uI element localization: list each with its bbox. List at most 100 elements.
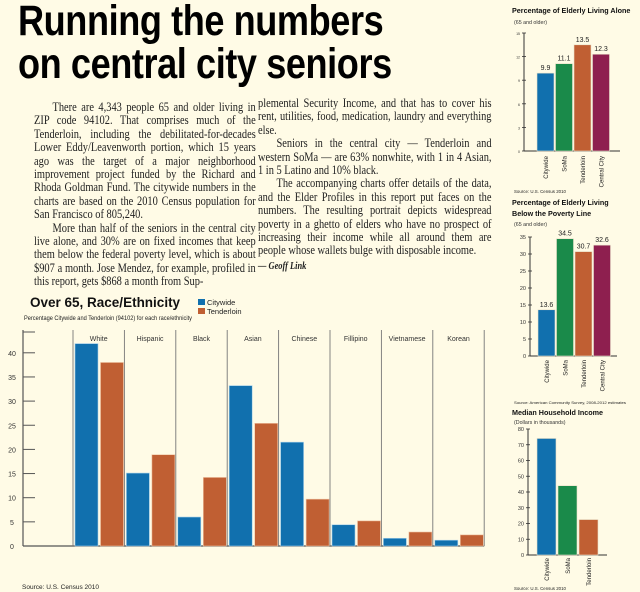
- category-label: Central City: [601, 360, 607, 391]
- y-tick-label: 0: [10, 544, 14, 551]
- category-label: SoMa: [563, 155, 569, 171]
- y-tick-label: 35: [520, 235, 526, 241]
- category-label: Korean: [447, 336, 470, 343]
- y-tick-label: 40: [8, 351, 16, 358]
- bar-citywide-chinese: [280, 441, 304, 547]
- chart-source: Source: U.S. Census 2010: [22, 584, 99, 591]
- data-label: 13.6: [540, 302, 554, 309]
- bar-soma: [557, 485, 578, 556]
- bar-central-city: [592, 53, 610, 152]
- chart-title: Over 65, Race/Ethnicity: [30, 295, 181, 310]
- category-label: Fillipino: [344, 336, 368, 343]
- bar-central-city: [593, 244, 611, 357]
- bar-tenderloin-hispanic: [151, 454, 176, 547]
- data-label: 11.1: [557, 56, 570, 63]
- category-label: Citywide: [545, 557, 551, 580]
- y-tick-label: 50: [518, 474, 524, 480]
- y-tick-label: 30: [518, 506, 524, 512]
- article-column-1: There are 4,343 people 65 and older livi…: [34, 100, 256, 289]
- data-label: 30.7: [577, 244, 591, 251]
- data-label: 34.5: [558, 231, 572, 238]
- article-paragraph: More than half of the seniors in the cen…: [34, 220, 256, 289]
- y-tick-label: 25: [520, 269, 526, 275]
- category-label: Black: [193, 336, 211, 343]
- y-tick-label: 60: [518, 459, 524, 465]
- y-tick-label: 15: [516, 32, 520, 36]
- category-label: Central City: [600, 156, 606, 187]
- y-tick-label: 6: [518, 103, 520, 107]
- bar-tenderloin-white: [100, 362, 124, 547]
- y-tick-label: 10: [520, 320, 526, 326]
- chart-source: Source: U.S. Census 2010: [514, 189, 567, 194]
- data-label: 12.3: [594, 46, 608, 53]
- headline-line-2: on central city seniors: [18, 40, 392, 88]
- bar-tenderloin-korean: [459, 534, 484, 547]
- y-tick-label: 15: [520, 303, 526, 309]
- y-tick-label: 30: [8, 399, 16, 406]
- chart-subtitle: (Dollars in thousands): [514, 420, 566, 426]
- bar-tenderloin-black: [203, 477, 227, 547]
- category-label: Chinese: [291, 336, 317, 343]
- byline: — Geoff Link: [258, 260, 307, 272]
- category-label: Citywide: [545, 359, 551, 382]
- bar-citywide: [537, 309, 556, 357]
- bar-tenderloin-fillipino: [357, 520, 381, 547]
- legend-swatch: [198, 299, 205, 305]
- bar-citywide: [536, 72, 555, 152]
- bar-citywide-asian: [228, 385, 253, 547]
- category-label: Tenderloin: [581, 156, 587, 184]
- headline: Running the numbers on central city seni…: [18, 0, 392, 86]
- chart-subtitle: Percentage Citywide and Tenderloin (9410…: [24, 315, 193, 322]
- article-paragraph: There are 4,343 people 65 and older livi…: [34, 100, 256, 222]
- data-label: 13.5: [576, 37, 590, 44]
- category-label: White: [90, 336, 108, 343]
- y-tick-label: 10: [518, 537, 524, 543]
- bar-soma: [555, 63, 573, 152]
- legend-label: Tenderloin: [207, 307, 242, 316]
- y-tick-label: 0: [523, 354, 526, 360]
- category-label: SoMa: [564, 359, 570, 375]
- y-tick-label: 0: [518, 150, 520, 154]
- chart-title: Percentage of Elderly Living Alone: [512, 6, 630, 15]
- bar-citywide-white: [74, 343, 99, 547]
- category-label: SoMa: [566, 557, 572, 573]
- category-label: Tenderloin: [582, 360, 588, 388]
- bar-citywide: [536, 438, 557, 556]
- bar-tenderloin-asian: [254, 423, 278, 547]
- bar-citywide-fillipino: [331, 524, 356, 547]
- article-column-2: plemental Security Income, and that has …: [258, 96, 492, 273]
- y-tick-label: 20: [520, 286, 526, 292]
- y-tick-label: 3: [518, 126, 520, 130]
- article-paragraph: Seniors in the central city — Tenderloin…: [258, 136, 492, 178]
- chart-title: Median Household Income: [512, 408, 603, 417]
- data-label: 32.6: [595, 237, 609, 244]
- chart-source: Source: U.S. Census 2010: [514, 586, 567, 591]
- article-paragraph: plemental Security Income, and that has …: [258, 96, 492, 137]
- bar-tenderloin-vietnamese: [408, 531, 433, 547]
- article-paragraph: The accompanying charts offer details of…: [258, 176, 492, 258]
- y-tick-label: 80: [518, 427, 524, 433]
- y-tick-label: 5: [10, 520, 14, 527]
- bar-soma: [556, 238, 574, 357]
- y-tick-label: 25: [8, 423, 16, 430]
- y-tick-label: 12: [516, 56, 520, 60]
- bar-citywide-hispanic: [126, 472, 150, 547]
- chart-source: Source: American Community Survey, 2008-…: [514, 401, 626, 405]
- category-label: Vietnamese: [389, 336, 426, 343]
- y-tick-label: 10: [8, 496, 16, 503]
- data-label: 9.9: [541, 65, 551, 72]
- y-tick-label: 20: [518, 522, 524, 528]
- category-label: Tenderloin: [587, 558, 593, 586]
- chart-subtitle: (65 and older): [514, 222, 547, 228]
- category-label: Asian: [244, 336, 262, 343]
- legend-label: Citywide: [207, 298, 235, 307]
- bar-citywide-vietnamese: [383, 537, 407, 547]
- chart-title: Below the Poverty Line: [512, 209, 591, 218]
- y-tick-label: 20: [8, 447, 16, 454]
- y-tick-label: 5: [523, 337, 526, 343]
- y-tick-label: 0: [521, 553, 524, 559]
- bar-tenderloin: [574, 251, 593, 357]
- y-tick-label: 35: [8, 375, 16, 382]
- bar-citywide-black: [177, 516, 202, 547]
